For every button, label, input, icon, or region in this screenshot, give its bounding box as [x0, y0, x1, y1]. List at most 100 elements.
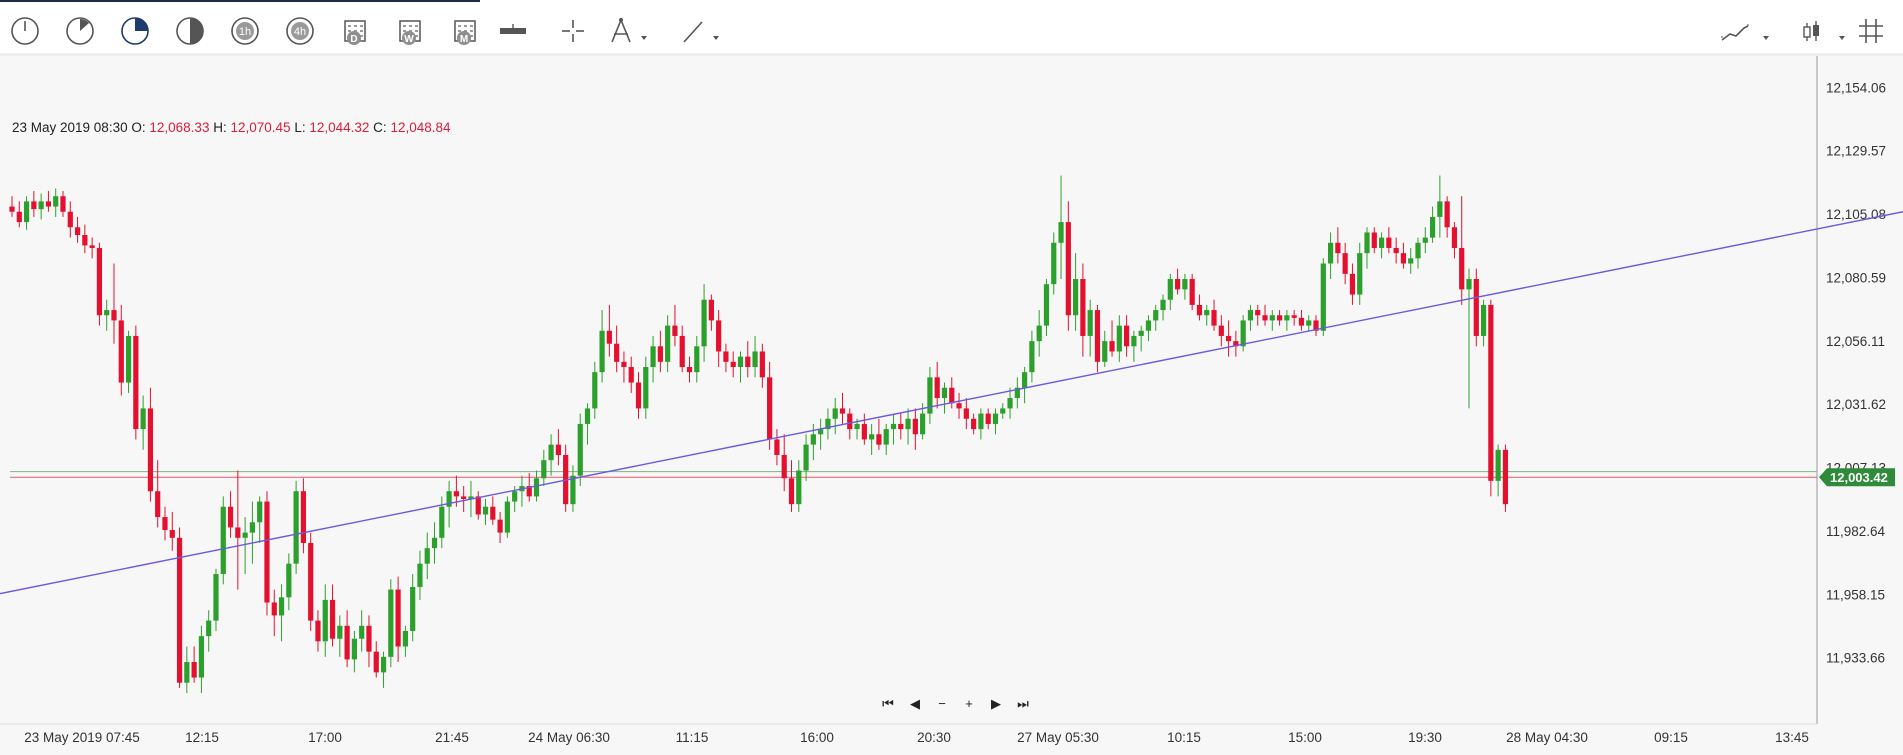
zoom-in-button[interactable]: + — [965, 696, 973, 711]
candle — [1036, 310, 1042, 357]
candle-body — [781, 454, 787, 479]
candle — [388, 579, 394, 668]
x-tick-label: 16:00 — [800, 730, 834, 745]
go-start-button[interactable]: ⏮ — [882, 696, 894, 711]
candle-body — [468, 496, 474, 499]
candle — [1400, 242, 1407, 269]
candle-type-icon[interactable] — [1794, 14, 1828, 48]
candle-body — [1364, 232, 1370, 254]
clock-5m-icon[interactable] — [63, 14, 97, 48]
candle-body — [482, 506, 489, 515]
candle — [1218, 315, 1224, 347]
dropdown-caret-icon[interactable] — [712, 28, 720, 40]
candle — [1291, 310, 1297, 326]
candle — [74, 216, 81, 243]
chart-area[interactable]: 12,154.06 12,129.57 12,105.08 12,080.59 12,0… — [0, 56, 1903, 755]
candle — [308, 532, 314, 631]
clock-4h-icon[interactable]: 4h — [283, 14, 317, 48]
chart-style-icon[interactable] — [1718, 14, 1752, 48]
trend-line-tool-icon[interactable] — [676, 14, 710, 48]
high-label: H: — [213, 120, 227, 135]
candle-body — [23, 201, 30, 223]
candle — [650, 335, 656, 383]
candle — [1437, 175, 1443, 238]
candle-body — [461, 496, 467, 499]
clock-15m-icon[interactable] — [118, 14, 152, 48]
candle-body — [1480, 304, 1487, 336]
candle — [992, 408, 999, 435]
candle-body — [162, 517, 168, 531]
candle-body — [315, 620, 321, 642]
zoom-out-button[interactable]: − — [938, 696, 946, 711]
candle — [1327, 232, 1334, 280]
dropdown-caret-icon[interactable] — [1838, 28, 1846, 40]
candle-body — [1247, 310, 1254, 321]
candle-body — [592, 372, 598, 409]
candle — [417, 550, 423, 600]
svg-text:M: M — [460, 34, 468, 45]
candle — [133, 325, 139, 440]
candle — [366, 615, 372, 668]
candle-body — [118, 320, 124, 383]
candle-body — [1225, 335, 1232, 342]
candlestick-chart[interactable]: 12,154.06 12,129.57 12,105.08 12,080.59 12,0… — [0, 56, 1903, 755]
calendar-month-icon[interactable]: M — [448, 14, 482, 48]
candle-body — [60, 196, 66, 212]
go-end-button[interactable]: ⏭ — [1017, 696, 1029, 711]
candle — [1043, 279, 1050, 336]
calendar-week-icon[interactable]: W — [393, 14, 427, 48]
candle — [635, 372, 642, 419]
candle — [752, 335, 758, 378]
candle — [978, 408, 984, 440]
clock-30m-icon[interactable] — [173, 14, 207, 48]
svg-text:4h: 4h — [294, 26, 306, 38]
candle-body — [1327, 242, 1334, 264]
candle — [329, 584, 336, 647]
candle — [96, 242, 103, 326]
candle — [1240, 315, 1246, 352]
dropdown-caret-icon[interactable] — [640, 28, 648, 40]
active-tab-indicator — [0, 0, 480, 2]
candle-body — [271, 602, 277, 616]
candle-body — [1466, 279, 1472, 290]
candle — [1153, 304, 1159, 331]
candle — [1473, 268, 1479, 347]
candle-body — [635, 382, 642, 409]
candle-body — [1284, 315, 1290, 321]
clock-1m-icon[interactable] — [8, 14, 42, 48]
candle — [519, 475, 525, 507]
candle-body — [1014, 387, 1020, 399]
candle-body — [89, 245, 95, 248]
candle-body — [1007, 398, 1013, 409]
candle-body — [293, 491, 299, 564]
candle — [315, 610, 321, 652]
dropdown-caret-icon[interactable] — [1762, 28, 1770, 40]
crosshair-icon[interactable] — [556, 14, 590, 48]
horizontal-ruler-icon[interactable] — [496, 14, 530, 48]
candle-body — [1175, 279, 1181, 290]
candle-body — [1102, 341, 1108, 362]
candle-body — [1276, 315, 1283, 321]
candle-body — [555, 444, 561, 455]
candle — [672, 304, 678, 347]
candle — [905, 408, 911, 445]
candle-body — [1298, 317, 1305, 326]
candle-body — [53, 196, 59, 207]
candle — [1349, 263, 1356, 305]
candle-body — [475, 496, 481, 515]
calendar-day-icon[interactable]: D — [338, 14, 372, 48]
candle — [1466, 268, 1472, 409]
candle — [206, 610, 212, 652]
candle — [1415, 237, 1421, 269]
candle-body — [1422, 237, 1428, 243]
grid-icon[interactable] — [1854, 14, 1888, 48]
candle-body — [657, 346, 663, 362]
candle-body — [796, 470, 802, 505]
compass-draw-icon[interactable] — [604, 14, 638, 48]
candle-body — [883, 429, 889, 445]
clock-1h-icon[interactable]: 1h — [228, 14, 262, 48]
candle-body — [854, 423, 860, 430]
scroll-left-button[interactable]: ◀ — [910, 696, 920, 711]
candle-body — [104, 310, 110, 316]
scroll-right-button[interactable]: ▶ — [991, 696, 1001, 711]
